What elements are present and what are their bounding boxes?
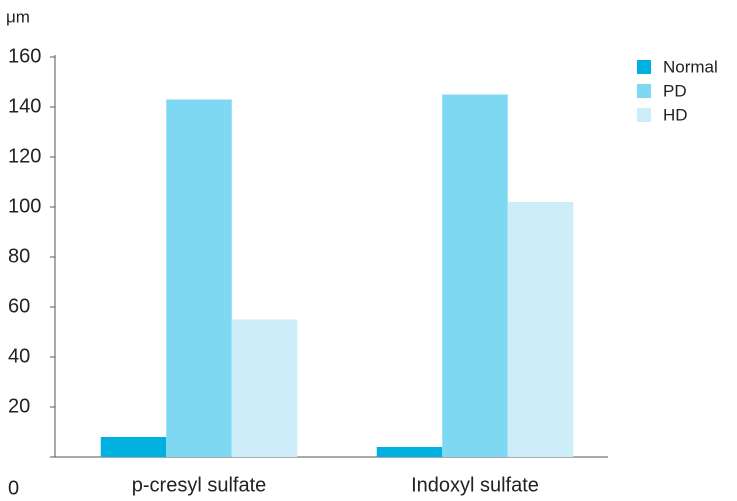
y-tick-label: 160 xyxy=(8,45,41,67)
y-tick-label: 40 xyxy=(8,345,30,367)
y-axis-label: μm xyxy=(6,7,30,26)
y-tick-label: 60 xyxy=(8,295,30,317)
bar xyxy=(231,319,298,457)
y-tick-label: 0 xyxy=(8,477,19,499)
bar xyxy=(100,437,167,457)
bar xyxy=(507,202,574,457)
y-tick-label: 20 xyxy=(8,395,30,417)
bar xyxy=(442,94,508,457)
x-tick-label: p-cresyl sulfate xyxy=(132,474,267,496)
legend-label: Normal xyxy=(663,57,718,76)
y-tick-label: 140 xyxy=(8,95,41,117)
y-tick-label: 120 xyxy=(8,145,41,167)
legend-label: HD xyxy=(663,105,688,124)
bar xyxy=(166,99,232,457)
legend-label: PD xyxy=(663,81,687,100)
y-tick-label: 100 xyxy=(8,195,41,217)
legend-swatch xyxy=(637,84,651,98)
y-tick-label: 80 xyxy=(8,245,30,267)
x-tick-label: Indoxyl sulfate xyxy=(411,474,539,496)
bar xyxy=(376,447,443,457)
legend-swatch xyxy=(637,108,651,122)
legend-swatch xyxy=(637,60,651,74)
